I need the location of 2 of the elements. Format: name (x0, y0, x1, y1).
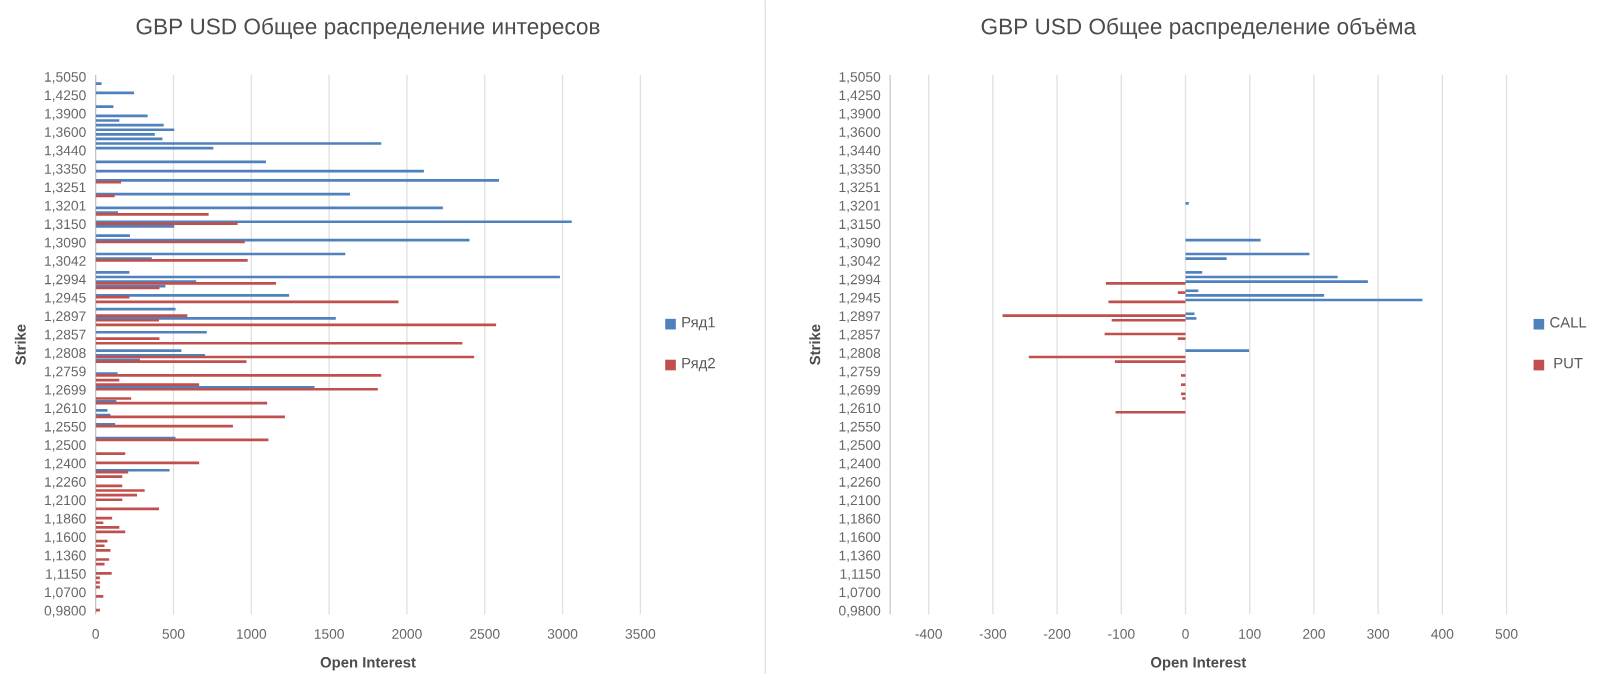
chart-title: GBP USD Общее распределение интересов (136, 18, 600, 40)
chart-title: GBP USD Общее распределение объёма (981, 18, 1417, 40)
